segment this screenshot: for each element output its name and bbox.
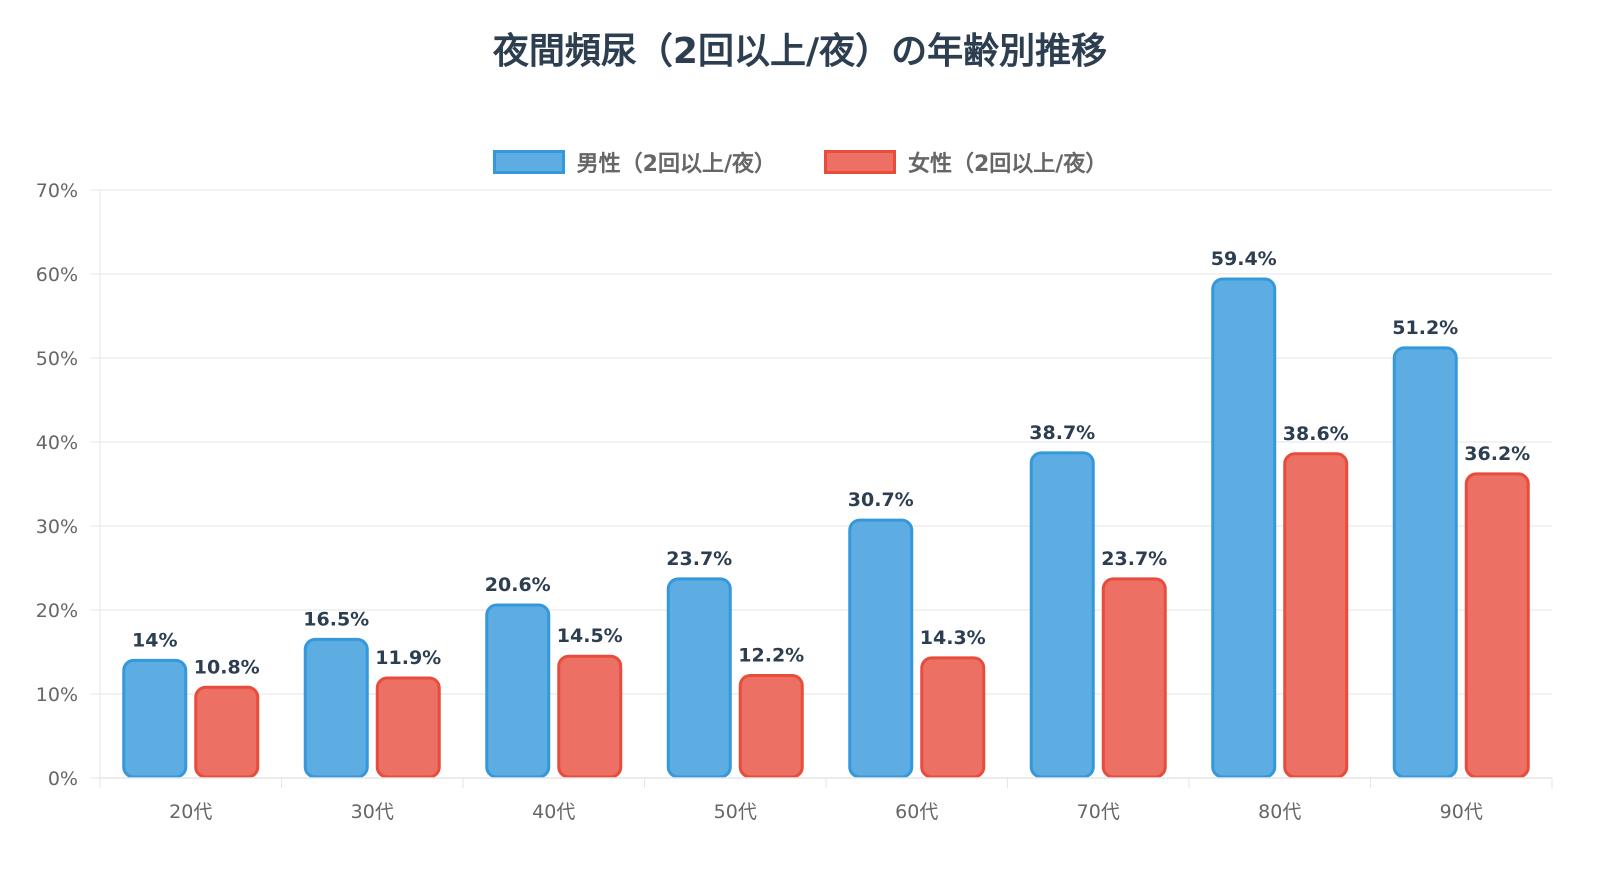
y-tick-label: 10% <box>36 684 78 706</box>
bar-female <box>738 674 804 779</box>
data-label: 23.7% <box>666 548 732 570</box>
bar-female <box>920 656 986 779</box>
data-label: 20.6% <box>485 574 551 596</box>
legend-swatch-female <box>824 150 896 174</box>
y-tick-label: 0% <box>48 768 78 790</box>
bar-female <box>1283 452 1349 779</box>
x-tick-label: 20代 <box>169 801 212 823</box>
legend-label-female: 女性（2回以上/夜） <box>908 152 1108 177</box>
x-tick-label: 30代 <box>351 801 394 823</box>
legend-item-male[interactable]: 男性（2回以上/夜） <box>492 146 776 178</box>
data-label: 14.5% <box>557 625 623 647</box>
bar-female <box>1464 472 1530 779</box>
data-label: 23.7% <box>1101 548 1167 570</box>
data-label: 14.3% <box>920 627 986 649</box>
y-tick-label: 20% <box>36 600 78 622</box>
legend: 男性（2回以上/夜） 女性（2回以上/夜） <box>0 146 1600 178</box>
bar-male <box>666 577 732 779</box>
data-label: 30.7% <box>848 489 914 511</box>
bar-male <box>1211 277 1277 779</box>
chart-title: 夜間頻尿（2回以上/夜）の年齢別推移 <box>492 31 1108 72</box>
bar-male <box>1029 451 1095 779</box>
y-tick-label: 60% <box>36 264 78 286</box>
y-tick-label: 50% <box>36 348 78 370</box>
data-label: 16.5% <box>303 608 369 630</box>
x-tick-label: 90代 <box>1440 801 1483 823</box>
data-label: 38.7% <box>1029 422 1095 444</box>
x-tick-label: 80代 <box>1258 801 1301 823</box>
legend-swatch-male <box>492 150 565 174</box>
data-label: 59.4% <box>1211 248 1277 270</box>
data-label: 38.6% <box>1283 423 1349 445</box>
bar-female <box>194 685 260 779</box>
data-label: 10.8% <box>194 656 260 678</box>
bar-female <box>375 676 441 779</box>
bar-female <box>557 654 623 779</box>
bar-male <box>485 603 551 779</box>
bar-male <box>1392 346 1458 779</box>
y-tick-label: 70% <box>36 180 78 202</box>
bar-male <box>122 658 188 779</box>
data-label: 12.2% <box>738 645 804 667</box>
data-label: 14% <box>132 629 177 651</box>
y-tick-label: 30% <box>36 516 78 538</box>
bar-female <box>1101 577 1167 779</box>
legend-label-male: 男性（2回以上/夜） <box>576 152 776 177</box>
x-tick-label: 40代 <box>532 801 575 823</box>
y-tick-label: 40% <box>36 432 78 454</box>
bar-male <box>303 637 369 779</box>
data-label: 51.2% <box>1392 317 1458 339</box>
data-label: 11.9% <box>375 647 441 669</box>
bar-male <box>848 518 914 779</box>
legend-item-female[interactable]: 女性（2回以上/夜） <box>824 146 1107 178</box>
x-tick-label: 70代 <box>1077 801 1120 823</box>
data-label: 36.2% <box>1464 443 1530 465</box>
x-tick-label: 60代 <box>895 801 938 823</box>
x-tick-label: 50代 <box>714 801 757 823</box>
